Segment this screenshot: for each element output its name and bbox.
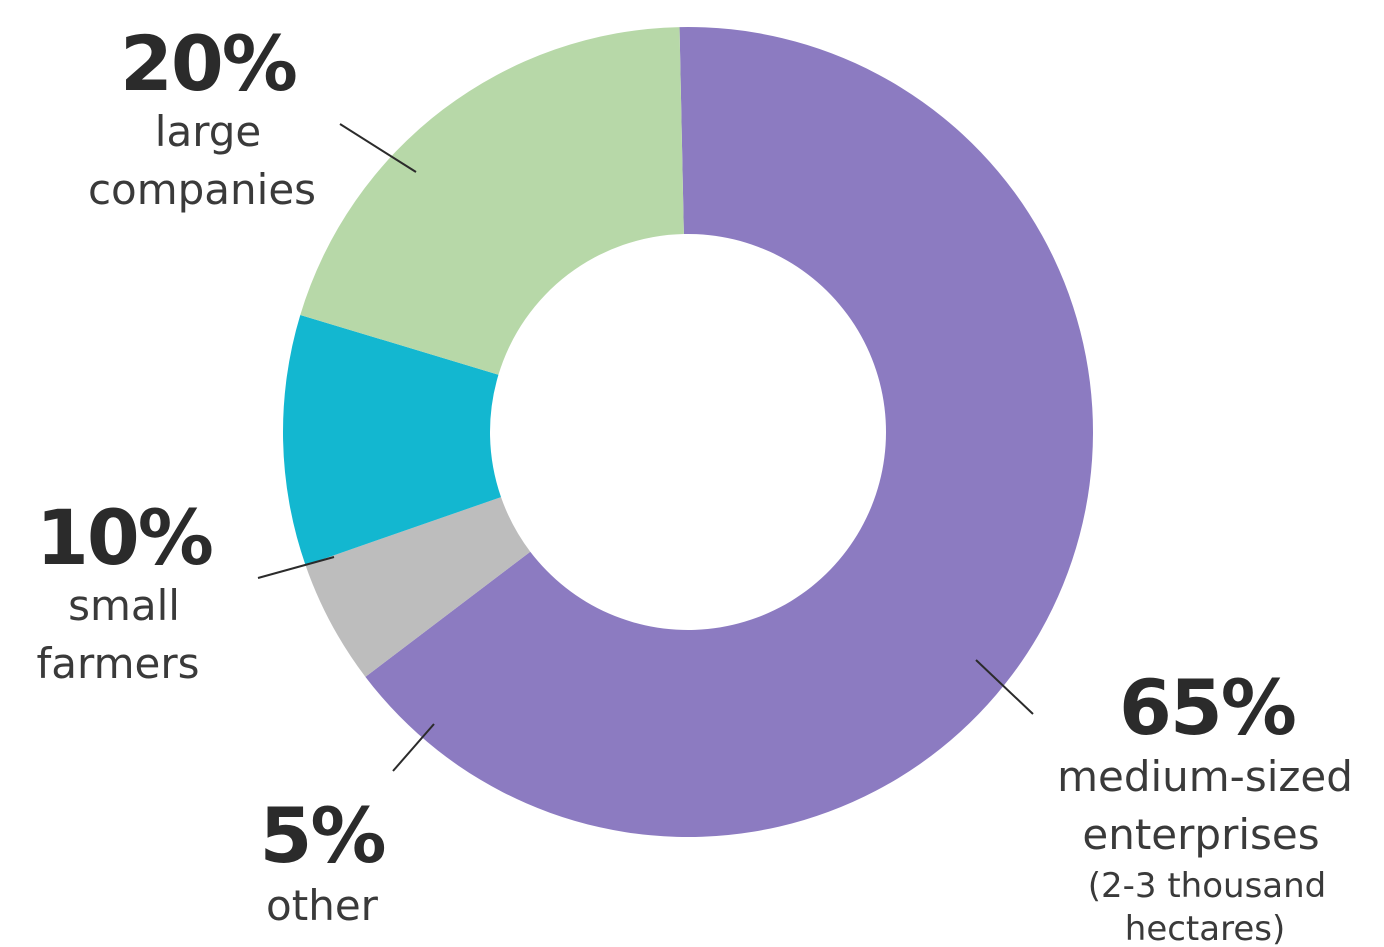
- data-label-name-medium-sized-line2: enterprises: [1082, 810, 1319, 859]
- data-label-name-medium-sized-line1: medium-sized: [1057, 752, 1353, 801]
- data-label-name-large-companies-line1: large: [155, 107, 261, 156]
- data-label-name-small-farmers-line1: small: [68, 581, 180, 630]
- data-label-note-medium-sized-line1: (2-3 thousand: [1088, 866, 1327, 906]
- data-label-percent-other: 5%: [259, 791, 384, 880]
- data-label-name-other: other: [266, 881, 379, 930]
- leader-line-medium-sized: [975, 659, 1034, 715]
- data-label-percent-large-companies: 20%: [120, 19, 296, 108]
- leader-line-large-companies: [339, 123, 417, 173]
- donut-slice-large: [300, 27, 684, 375]
- leader-line-other: [392, 723, 435, 772]
- data-label-name-small-farmers-line2: farmers: [37, 639, 200, 688]
- data-label-percent-medium-sized: 65%: [1119, 663, 1295, 752]
- data-label-name-large-companies-line2: companies: [88, 165, 316, 214]
- donut-slices: [283, 27, 1093, 837]
- donut-slice-small: [283, 314, 502, 566]
- leader-line-small-farmers: [257, 556, 335, 579]
- donut-slice-other: [305, 497, 531, 677]
- data-label-percent-small-farmers: 10%: [36, 493, 212, 582]
- data-label-note-medium-sized-line2: hectares): [1125, 909, 1285, 947]
- donut-slice-medium-sized: [365, 27, 1093, 837]
